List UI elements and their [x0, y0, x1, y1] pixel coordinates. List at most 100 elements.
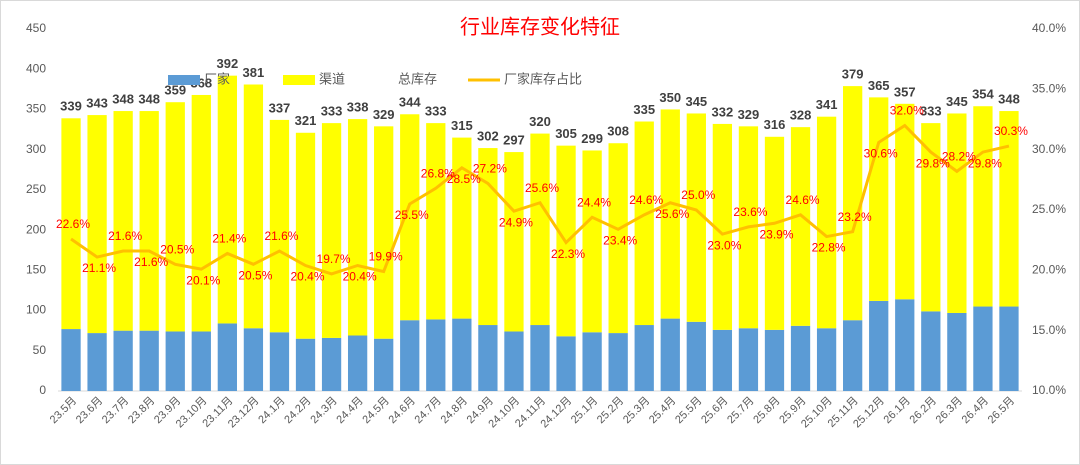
bar-segment	[504, 331, 524, 391]
y-tick-label: 100	[26, 303, 46, 317]
bar-segment	[738, 328, 759, 391]
ratio-label: 25.6%	[655, 207, 689, 221]
bar-segment	[61, 118, 81, 330]
legend-label: 厂家库存占比	[504, 71, 582, 86]
bar-segment	[530, 133, 550, 326]
bar-segment	[947, 113, 967, 313]
bar-segment	[165, 331, 185, 391]
bar-segment	[269, 332, 290, 391]
ratio-label: 23.4%	[603, 233, 637, 247]
ratio-label: 30.6%	[864, 147, 898, 161]
total-label: 305	[555, 126, 577, 141]
total-label: 344	[399, 95, 421, 110]
bar-segment	[452, 137, 472, 319]
bar-segment	[634, 325, 654, 391]
y2-tick-label: 40.0%	[1032, 21, 1066, 35]
bar-segment	[999, 306, 1019, 391]
ratio-label: 25.0%	[681, 188, 715, 202]
bar-segment	[556, 336, 576, 391]
ratio-label: 22.6%	[56, 217, 90, 231]
bar-segment	[973, 306, 993, 391]
ratio-label: 23.0%	[707, 238, 741, 252]
bar-segment	[608, 333, 628, 391]
total-label: 365	[868, 78, 890, 93]
legend-label: 总库存	[398, 71, 437, 86]
ratio-label: 28.2%	[942, 150, 976, 164]
bar-segment	[269, 119, 290, 333]
bar-segment	[139, 111, 159, 331]
total-label: 302	[477, 128, 499, 143]
bar-segment	[764, 136, 785, 330]
ratio-label: 20.1%	[186, 273, 220, 287]
ratio-label: 21.6%	[264, 229, 298, 243]
total-label: 321	[295, 113, 317, 128]
total-label: 348	[998, 91, 1020, 106]
ratio-label: 23.2%	[838, 210, 872, 224]
bar-segment	[530, 325, 550, 391]
bar-segment	[295, 132, 316, 339]
bar-segment	[321, 123, 342, 338]
y-tick-label: 350	[26, 102, 46, 116]
legend-swatch	[168, 75, 200, 85]
y2-tick-label: 20.0%	[1032, 263, 1066, 277]
bar-segment	[764, 329, 785, 391]
y2-tick-label: 10.0%	[1032, 383, 1066, 397]
bar-segment	[895, 103, 915, 300]
ratio-label: 25.6%	[525, 181, 559, 195]
bar-segment	[217, 75, 237, 324]
ratio-label: 20.5%	[160, 242, 194, 256]
total-label: 350	[659, 90, 681, 105]
total-label: 354	[972, 87, 994, 102]
bar-segment	[243, 84, 264, 329]
ratio-label: 20.4%	[290, 270, 324, 284]
bar-segment	[426, 319, 446, 391]
total-label: 345	[946, 94, 968, 109]
bar-segment	[113, 111, 133, 331]
ratio-label: 22.8%	[812, 241, 846, 255]
y-tick-label: 400	[26, 61, 46, 75]
bar-segment	[347, 335, 368, 391]
total-label: 348	[138, 91, 160, 106]
bar-segment	[400, 114, 420, 321]
y-tick-label: 250	[26, 182, 46, 196]
total-label: 299	[581, 131, 603, 146]
ratio-label: 24.6%	[786, 193, 820, 207]
ratio-label: 20.4%	[343, 270, 377, 284]
ratio-label: 23.9%	[759, 227, 793, 241]
bar-segment	[478, 325, 498, 391]
total-label: 335	[633, 102, 655, 117]
bar-segment	[426, 123, 446, 320]
bar-segment	[660, 318, 680, 391]
bar-segment	[869, 300, 889, 391]
bar-segment	[947, 312, 967, 391]
bar-segment	[686, 113, 706, 322]
total-label: 337	[269, 100, 291, 115]
bar-segment	[400, 320, 420, 391]
y2-tick-label: 30.0%	[1032, 142, 1066, 156]
bar-segment	[973, 106, 993, 307]
bar-segment	[660, 109, 680, 319]
bar-segment	[504, 152, 524, 332]
y-tick-label: 450	[26, 21, 46, 35]
bar-segment	[243, 328, 264, 391]
bar-segment	[321, 337, 342, 391]
y-tick-label: 300	[26, 142, 46, 156]
y2-tick-label: 35.0%	[1032, 82, 1066, 96]
ratio-label: 21.6%	[134, 255, 168, 269]
bar-segment	[374, 338, 394, 391]
total-label: 348	[112, 91, 134, 106]
total-label: 333	[425, 104, 447, 119]
bar-segment	[816, 116, 837, 329]
total-label: 338	[347, 100, 369, 115]
bar-segment	[217, 323, 237, 391]
bar-segment	[999, 111, 1019, 307]
bar-segment	[139, 330, 159, 391]
y-tick-label: 150	[26, 263, 46, 277]
y-tick-label: 0	[39, 383, 46, 397]
bar-segment	[165, 102, 185, 332]
total-label: 332	[712, 104, 734, 119]
bar-segment	[61, 329, 81, 391]
ratio-label: 28.5%	[447, 172, 481, 186]
bar-segment	[113, 330, 133, 391]
